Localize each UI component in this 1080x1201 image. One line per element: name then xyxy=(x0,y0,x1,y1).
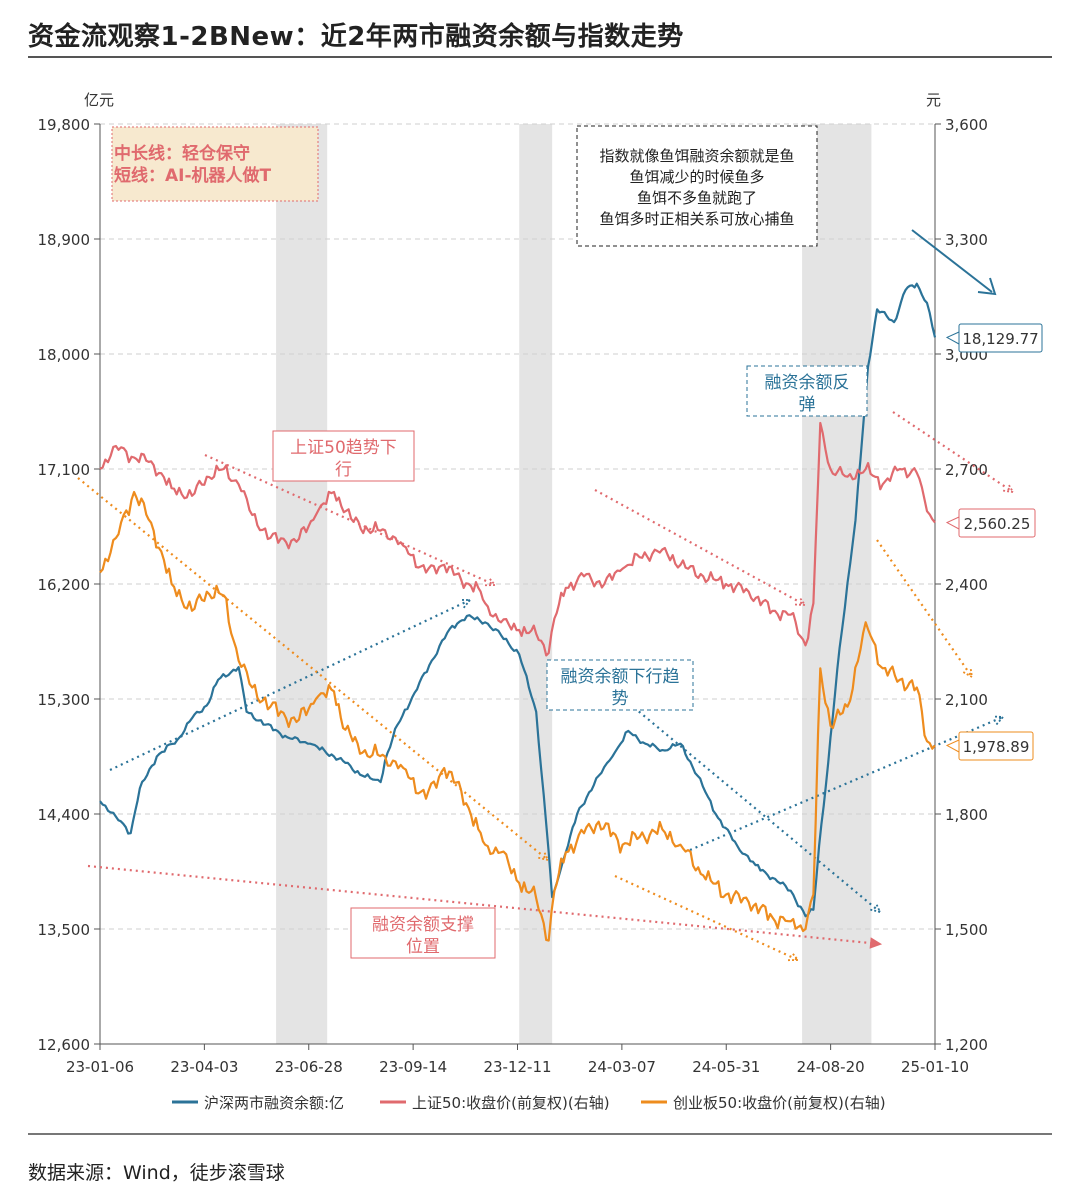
left-tick-label: 18,000 xyxy=(38,346,91,364)
trend-line xyxy=(892,411,1014,493)
top-right-arrow xyxy=(911,229,993,293)
source-note: 数据来源：Wind，徒步滚雪球 xyxy=(28,1162,285,1184)
last-value-label-0: 18,129.77 xyxy=(962,330,1038,348)
trend-arrow-head xyxy=(869,937,883,949)
x-tick-label: 23-06-28 xyxy=(275,1058,343,1076)
margin-down-line-2: 势 xyxy=(612,689,629,709)
trend-line xyxy=(876,539,973,678)
last-value-label-1: 2,560.25 xyxy=(964,515,1031,533)
left-tick-label: 19,800 xyxy=(38,116,91,134)
title-divider xyxy=(28,56,1052,58)
x-tick-label: 23-09-14 xyxy=(379,1058,447,1076)
trend-arrow-head xyxy=(1002,482,1015,494)
strategy-line-1: 中长线：轻仓保守 xyxy=(114,143,250,164)
trend-line xyxy=(87,864,881,946)
series-line-2 xyxy=(99,490,936,942)
margin-support-line-1: 融资余额支撑 xyxy=(372,915,474,935)
x-tick-label: 23-01-06 xyxy=(66,1058,134,1076)
left-tick-label: 15,300 xyxy=(38,691,91,709)
page-title: 资金流观察1-2BNew：近2年两市融资余额与指数走势 xyxy=(28,22,684,52)
right-tick-label: 3,600 xyxy=(945,116,988,134)
margin-rebound-line-1: 融资余额反 xyxy=(765,373,850,393)
right-tick-label: 3,300 xyxy=(945,231,988,249)
sz50-trend-line-2: 行 xyxy=(335,460,352,480)
note-box xyxy=(576,125,818,247)
series-line-0 xyxy=(99,282,937,918)
last-label-pointer-2 xyxy=(945,739,960,753)
legend-label-2: 创业板50:收盘价(前复权)(右轴) xyxy=(673,1094,886,1112)
footer-divider xyxy=(28,1133,1052,1135)
left-tick-label: 13,500 xyxy=(38,921,91,939)
last-label-pointer-0 xyxy=(945,331,960,345)
right-axis-unit: 元 xyxy=(926,91,941,109)
trend-arrow-head xyxy=(459,599,472,609)
trend-arrow-head xyxy=(484,576,497,587)
trend-line xyxy=(204,453,496,587)
chart: 12,600 13,500 14,400 15,300 16,200 17,100 18,0… xyxy=(38,91,1043,1112)
last-label-pointer-1 xyxy=(945,516,960,530)
left-axis-unit: 亿元 xyxy=(84,91,114,109)
right-tick-label: 2,400 xyxy=(945,576,988,594)
margin-rebound-box xyxy=(746,365,868,417)
series-line-1 xyxy=(99,421,936,657)
legend-label-0: 沪深两市融资余额:亿 xyxy=(204,1094,344,1112)
trend-line xyxy=(614,875,799,961)
trend-line xyxy=(109,599,471,771)
x-tick-label: 24-05-31 xyxy=(692,1058,760,1076)
trend-line xyxy=(594,489,806,606)
trend-line xyxy=(624,699,881,913)
right-tick-label: 1,800 xyxy=(945,806,988,824)
x-tick-label: 24-08-20 xyxy=(797,1058,865,1076)
margin-support-box xyxy=(350,907,496,959)
trend-arrow-head xyxy=(794,596,807,606)
sz50-trend-box xyxy=(272,430,415,482)
trend-arrow-head xyxy=(992,715,1005,726)
left-tick-label: 17,100 xyxy=(38,461,91,479)
trend-line xyxy=(77,477,549,861)
x-tick-label: 23-04-03 xyxy=(170,1058,238,1076)
sz50-trend-line-1: 上证50趋势下 xyxy=(290,438,397,458)
last-label-box-0 xyxy=(958,323,1043,353)
margin-rebound-line-2: 弹 xyxy=(799,395,816,415)
trend-line xyxy=(689,715,1004,852)
legend-label-1: 上证50:收盘价(前复权)(右轴) xyxy=(412,1094,610,1112)
strategy-box xyxy=(111,126,319,202)
margin-down-line-1: 融资余额下行趋 xyxy=(561,667,680,687)
left-tick-label: 18,900 xyxy=(38,231,91,249)
trend-arrow-head xyxy=(870,902,882,914)
note-line: 鱼饵减少的时候鱼多 xyxy=(629,168,764,186)
margin-down-box xyxy=(546,659,694,711)
right-tick-label: 2,700 xyxy=(945,461,988,479)
last-value-label-2: 1,978.89 xyxy=(963,738,1030,756)
trend-arrow-head xyxy=(962,666,974,679)
top-right-arrow-head xyxy=(977,277,997,296)
right-tick-label: 1,500 xyxy=(945,921,988,939)
last-label-box-2 xyxy=(958,731,1034,761)
note-line: 鱼饵多时正相关系可放心捕鱼 xyxy=(599,210,794,228)
margin-support-line-2: 位置 xyxy=(406,937,440,957)
right-tick-label: 2,100 xyxy=(945,691,988,709)
trend-arrow-head xyxy=(538,850,550,862)
left-tick-label: 16,200 xyxy=(38,576,91,594)
right-tick-label: 1,200 xyxy=(945,1036,988,1054)
trend-arrow-head xyxy=(787,951,800,962)
strategy-line-2: 短线：AI-机器人做T xyxy=(114,165,272,186)
left-tick-label: 14,400 xyxy=(38,806,91,824)
last-label-box-1 xyxy=(958,508,1036,538)
x-tick-label: 23-12-11 xyxy=(483,1058,551,1076)
left-tick-label: 12,600 xyxy=(38,1036,91,1054)
x-tick-label: 24-03-07 xyxy=(588,1058,656,1076)
x-tick-label: 25-01-10 xyxy=(901,1058,969,1076)
note-line: 鱼饵不多鱼就跑了 xyxy=(637,189,757,207)
note-line: 指数就像鱼饵融资余额就是鱼 xyxy=(599,147,794,165)
